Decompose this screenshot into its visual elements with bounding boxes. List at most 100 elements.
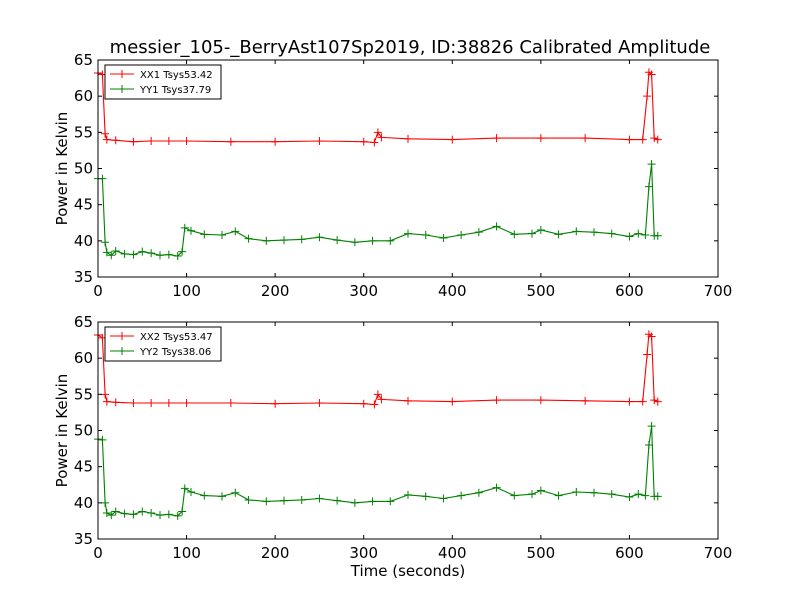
- data-point: [492, 134, 501, 143]
- data-point: [510, 491, 519, 500]
- data-point: [474, 488, 483, 497]
- x-tick-label: 700: [704, 282, 733, 300]
- data-point: [528, 229, 536, 238]
- data-point: [536, 134, 545, 143]
- data-point: [111, 507, 120, 516]
- x-tick-label: 500: [527, 544, 556, 562]
- legend: XX1 Tsys53.42 YY1 Tsys37.79: [104, 64, 222, 100]
- y-axis-label: Power in Kelvin: [53, 112, 71, 226]
- data-point: [572, 487, 581, 496]
- legend-marker: [118, 85, 126, 93]
- data-point: [368, 236, 377, 245]
- y-tick-label: 60: [74, 349, 93, 367]
- data-point: [138, 247, 147, 256]
- data-point: [647, 332, 656, 341]
- x-tick-label: 0: [93, 282, 103, 300]
- data-point: [634, 229, 643, 238]
- data-point: [178, 247, 187, 256]
- data-point: [448, 135, 457, 144]
- x-tick-label: 300: [349, 282, 378, 300]
- data-point: [590, 488, 598, 497]
- data-point: [280, 236, 288, 245]
- data-point: [581, 396, 590, 405]
- data-point: [653, 231, 662, 240]
- legend-box: [104, 326, 222, 362]
- data-point: [370, 400, 379, 409]
- data-point: [147, 137, 156, 146]
- data-point: [173, 252, 182, 261]
- data-point: [404, 396, 412, 405]
- data-point: [101, 238, 110, 247]
- data-point: [492, 222, 501, 231]
- legend-marker: [118, 332, 126, 340]
- data-point: [180, 223, 189, 232]
- data-point: [138, 507, 147, 516]
- data-point: [554, 230, 563, 239]
- data-point: [147, 249, 156, 258]
- x-tick-label: 400: [438, 544, 467, 562]
- data-point: [156, 511, 164, 520]
- data-point: [641, 491, 650, 500]
- legend-label: XX1 Tsys53.42: [140, 70, 213, 81]
- data-point: [107, 511, 116, 520]
- y-tick-label: 50: [74, 160, 93, 178]
- data-point: [625, 232, 634, 241]
- data-point: [643, 350, 652, 359]
- data-point: [200, 491, 209, 500]
- x-tick-label: 400: [438, 282, 467, 300]
- data-point: [634, 490, 643, 499]
- chart-title: messier_105-_BerryAst107Sp2019, ID:38826…: [110, 37, 711, 58]
- bottom-panel: 0 100 200 300 400 500 600 700 35 40 45 50 55 60 65 Powe…: [53, 313, 732, 580]
- data-point: [650, 134, 659, 143]
- data-point: [457, 231, 466, 240]
- y-tick-label: 55: [74, 123, 93, 141]
- data-point: [350, 238, 359, 247]
- series-2: [94, 160, 662, 261]
- data-point: [297, 235, 306, 244]
- data-point: [377, 133, 386, 142]
- data-point: [129, 510, 138, 519]
- legend-box: [104, 64, 222, 100]
- data-point: [404, 490, 412, 499]
- x-tick-label: 700: [704, 544, 733, 562]
- data-point: [200, 230, 209, 239]
- y-tick-label: 65: [74, 51, 93, 69]
- x-tick-label: 600: [615, 282, 644, 300]
- data-point: [280, 496, 288, 505]
- data-point: [226, 399, 235, 408]
- series-2: [94, 422, 662, 520]
- data-point: [492, 483, 501, 492]
- data-point: [315, 494, 324, 503]
- series-1: [94, 68, 662, 147]
- data-point: [572, 227, 581, 236]
- data-point: [297, 495, 306, 504]
- data-point: [643, 92, 652, 101]
- data-point: [102, 397, 111, 406]
- data-point: [147, 399, 156, 408]
- data-point: [404, 229, 412, 238]
- data-point: [147, 508, 156, 517]
- data-point: [164, 250, 173, 259]
- data-point: [120, 249, 129, 258]
- x-tick-label: 600: [615, 544, 644, 562]
- data-point: [492, 396, 501, 405]
- data-point: [638, 135, 647, 144]
- data-point: [644, 182, 653, 191]
- x-tick-label: 100: [172, 544, 201, 562]
- data-point: [625, 493, 634, 502]
- data-point: [386, 497, 395, 506]
- data-point: [120, 509, 129, 518]
- series-1: [94, 330, 662, 409]
- data-point: [359, 137, 368, 146]
- data-point: [439, 233, 448, 242]
- y-tick-label: 50: [74, 422, 93, 440]
- data-point: [607, 229, 616, 238]
- y-tick-label: 55: [74, 385, 93, 403]
- data-point: [647, 160, 656, 169]
- data-point: [315, 137, 324, 146]
- data-point: [182, 137, 191, 146]
- data-point: [271, 399, 280, 408]
- y-tick-label: 65: [74, 313, 93, 331]
- y-tick-label: 35: [74, 268, 93, 286]
